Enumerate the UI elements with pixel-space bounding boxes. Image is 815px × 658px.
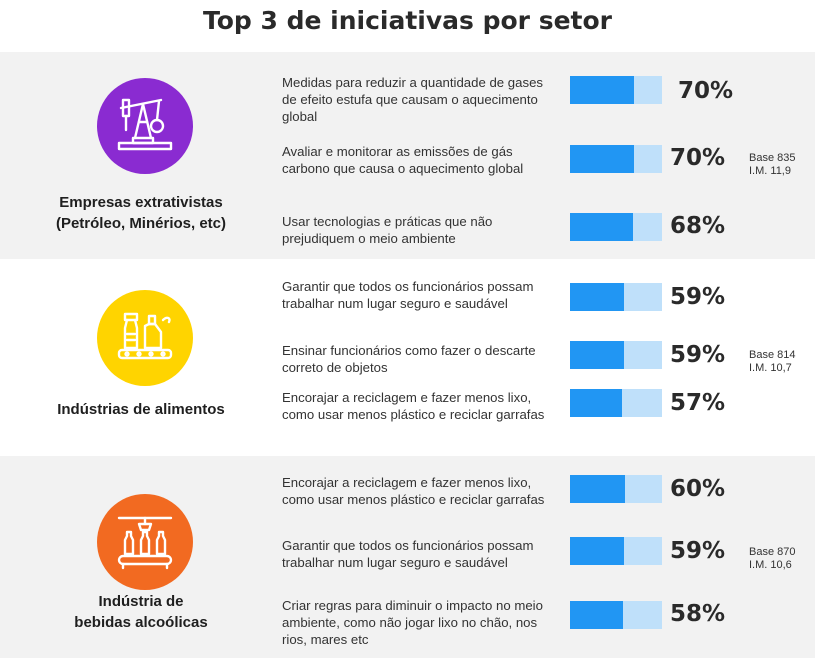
food-production-icon (117, 312, 173, 360)
bar-fill (570, 601, 624, 629)
page-title: Top 3 de iniciativas por setor (202, 6, 613, 35)
base-count: Base 814 (749, 349, 796, 361)
bar-fill (570, 76, 635, 104)
initiative-label: Encorajar a reciclagem e fazer menos lix… (282, 475, 545, 507)
base-count: Base 835 (749, 152, 796, 164)
base-count: Base 870 (749, 546, 796, 558)
initiative-label: Usar tecnologias e práticas que não prej… (282, 214, 493, 246)
value-label: 70% (670, 145, 726, 171)
bar-track (570, 389, 662, 417)
sector-label: Indústrias de alimentos (16, 399, 266, 420)
initiative-label: Medidas para reduzir a quantidade de gas… (282, 75, 543, 124)
bar-track (570, 283, 662, 311)
value-label: 59% (670, 342, 726, 368)
initiative-label: Garantir que todos os funcionários possa… (282, 538, 534, 570)
initiative-label: Ensinar funcionários como fazer o descar… (282, 343, 536, 375)
sector-icon-circle (97, 290, 193, 386)
sector-label: Indústria de bebidas alcoólicas (16, 591, 266, 633)
sector-label-line2: bebidas alcoólicas (74, 614, 208, 631)
initiative-label: Garantir que todos os funcionários possa… (282, 279, 534, 311)
sector-label-line2: (Petróleo, Minérios, etc) (55, 215, 227, 232)
bar-track (570, 341, 662, 369)
sector-label-line1: Empresas extrativistas (59, 194, 223, 211)
sector-icon-circle (97, 78, 193, 174)
bar-fill (570, 475, 626, 503)
sector-label-line1: Indústrias de alimentos (57, 401, 225, 418)
sector-icon-circle (97, 494, 193, 590)
value-label: 59% (670, 284, 726, 310)
base-info: Base 870 I.M. 10,6 (749, 546, 795, 572)
bar-fill (570, 283, 625, 311)
bar-fill (570, 145, 635, 173)
bar-track (570, 145, 662, 173)
base-info: Base 835 I.M. 11,9 (749, 152, 795, 178)
value-label: 58% (670, 601, 726, 627)
base-info: Base 814 I.M. 10,7 (749, 349, 795, 375)
bar-fill (570, 341, 625, 369)
base-im: I.M. 10,7 (749, 362, 792, 374)
sector-food: Indústrias de alimentos (0, 259, 815, 456)
value-label: 57% (670, 390, 726, 416)
sector-label-line1: Indústria de (98, 593, 184, 610)
value-label: 59% (670, 538, 726, 564)
initiative-label: Avaliar e monitorar as emissões de gás c… (282, 144, 524, 176)
bar-track (570, 213, 662, 241)
base-im: I.M. 11,9 (749, 165, 791, 177)
bar-track (570, 475, 662, 503)
bar-fill (570, 213, 633, 241)
value-label: 60% (670, 476, 726, 502)
initiative-label: Encorajar a reciclagem e fazer menos lix… (282, 390, 545, 422)
bar-fill (570, 537, 625, 565)
base-im: I.M. 10,6 (749, 559, 792, 571)
bar-track (570, 601, 662, 629)
bottling-line-icon (117, 516, 173, 570)
bar-track (570, 76, 662, 104)
sector-beverages: Indústria de bebidas alcoólicas (0, 456, 815, 658)
bar-track (570, 537, 662, 565)
oil-pump-icon (117, 98, 173, 151)
value-label: 70% (678, 78, 734, 104)
initiative-label: Criar regras para diminuir o impacto no … (282, 598, 543, 647)
value-label: 68% (670, 213, 726, 239)
sector-extractive: Empresas extrativistas (Petróleo, Minéri… (0, 52, 815, 259)
bar-fill (570, 389, 623, 417)
sector-label: Empresas extrativistas (Petróleo, Minéri… (16, 192, 266, 234)
